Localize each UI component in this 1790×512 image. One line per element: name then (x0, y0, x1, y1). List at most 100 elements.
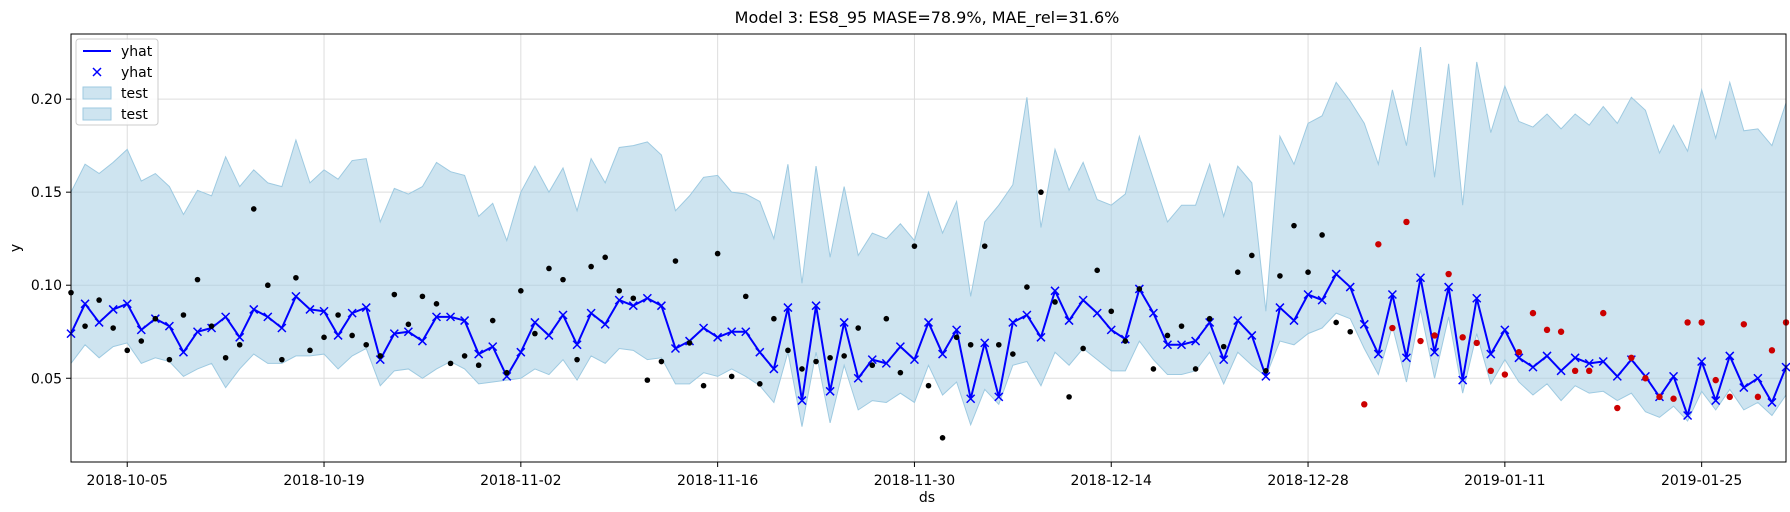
forecast-marker (1092, 308, 1102, 318)
forecast-marker (333, 330, 343, 340)
forecast-marker (1359, 319, 1369, 329)
forecast-marker (1430, 347, 1440, 357)
forecast-marker (1528, 362, 1538, 372)
train-point (349, 332, 355, 339)
forecast-marker (1275, 303, 1285, 313)
forecast-marker (938, 349, 948, 359)
forecast-marker (1064, 316, 1074, 326)
train-point (419, 293, 426, 300)
forecast-marker (881, 358, 891, 368)
train-point (1319, 232, 1325, 238)
train-point (686, 340, 693, 346)
test-point (1445, 270, 1452, 278)
train-point (1094, 267, 1100, 274)
forecast-marker (277, 323, 287, 333)
forecast-marker (1345, 282, 1355, 292)
forecast-marker (80, 299, 90, 309)
forecast-marker (797, 396, 807, 406)
forecast-marker-layer (66, 269, 1790, 421)
train-point (546, 265, 552, 272)
forecast-marker (291, 291, 301, 301)
train-point (138, 338, 145, 344)
train-point (1220, 343, 1227, 350)
forecast-marker (502, 371, 512, 381)
forecast-marker (1247, 330, 1257, 340)
forecast-marker (544, 330, 554, 340)
forecast-marker (1556, 366, 1566, 376)
train-point (883, 315, 890, 322)
x-axis-label: ds (919, 490, 935, 506)
test-point (1614, 404, 1621, 412)
forecast-marker (741, 327, 751, 337)
x-axis: 2018-10-05 2018-10-19 2018-11-02 2018-11-16… (87, 462, 1742, 489)
test-point (1529, 309, 1537, 317)
forecast-marker (853, 373, 863, 383)
forecast-marker (1078, 295, 1088, 305)
forecast-marker (1444, 282, 1454, 292)
train-point (152, 315, 159, 322)
train-point (518, 288, 524, 294)
forecast-marker (1697, 356, 1707, 367)
forecast-marker (263, 312, 273, 322)
forecast-marker (136, 325, 146, 335)
train-point (995, 341, 1002, 348)
forecast-marker (1176, 340, 1187, 350)
train-point (574, 356, 580, 363)
x-tick-label: 2018-11-30 (874, 473, 955, 489)
train-point (180, 312, 187, 318)
train-point (953, 334, 960, 341)
y-tick-label: 0.20 (31, 92, 62, 108)
x-tick-label: 2019-01-25 (1661, 473, 1742, 489)
forecast-marker (1317, 295, 1327, 305)
chart-title: Model 3: ES8_95 MASE=78.9%, MAE_rel=31.6… (735, 8, 1120, 28)
test-point (1375, 241, 1382, 248)
train-point (658, 358, 665, 365)
forecast-marker (446, 312, 456, 322)
forecast-marker (361, 303, 371, 313)
forecast-marker (699, 323, 709, 333)
train-point (897, 369, 904, 376)
forecast-marker (839, 317, 849, 327)
forecast-marker (600, 319, 610, 329)
train-point (532, 330, 538, 337)
train-point (1136, 286, 1143, 292)
forecast-marker (572, 340, 582, 350)
forecast-marker (1612, 371, 1622, 381)
forecast-marker (1570, 353, 1580, 363)
forecast-marker (1458, 375, 1468, 385)
forecast-marker (811, 301, 821, 311)
forecast-marker (727, 327, 737, 337)
x-tick-label: 2018-11-16 (677, 473, 758, 489)
test-point (1656, 393, 1663, 401)
train-point (869, 362, 876, 369)
train-point (714, 250, 721, 257)
train-point (799, 366, 805, 372)
forecast-marker (1106, 325, 1116, 335)
forecast-marker (488, 342, 498, 352)
train-point (785, 347, 791, 354)
train-point (1234, 269, 1241, 275)
forecast-marker (1162, 340, 1173, 350)
legend-box (75, 38, 159, 126)
train-point (363, 341, 370, 348)
train-point (1291, 222, 1297, 229)
train-point (321, 334, 327, 341)
train-point (602, 254, 608, 261)
forecast-marker (1415, 273, 1426, 283)
legend-label: yhat (121, 44, 153, 60)
forecast-marker (1711, 396, 1721, 406)
legend: yhat yhat test test (75, 38, 159, 126)
train-point (1122, 338, 1129, 344)
test-point (1754, 393, 1762, 401)
test-point (1543, 326, 1551, 334)
forecast-marker (825, 386, 835, 396)
test-point (1389, 324, 1396, 332)
train-point (475, 362, 482, 369)
forecast-marker (460, 316, 470, 326)
forecast-marker (1739, 383, 1749, 393)
legend-label: test (121, 107, 148, 123)
forecast-marker (1542, 351, 1552, 361)
forecast-marker (895, 342, 905, 352)
train-point (757, 381, 763, 387)
